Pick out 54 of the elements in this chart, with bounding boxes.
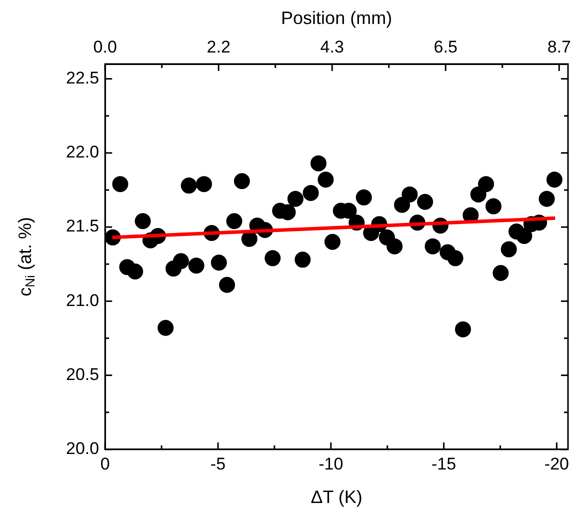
point [264, 250, 281, 266]
x-tick-label: -20 [544, 454, 569, 474]
point [417, 194, 434, 210]
point [226, 213, 242, 230]
point [500, 241, 517, 258]
y-tick-label: 22.5 [66, 68, 100, 88]
point [356, 189, 372, 206]
x-axis-title: ΔT (K) [310, 487, 362, 508]
point [188, 258, 204, 274]
point [310, 155, 326, 172]
y-axis-title: cNi (at. %) [14, 217, 38, 296]
point [447, 250, 464, 266]
y-tick-label: 21.0 [66, 290, 100, 310]
x2-tick-label: 2.2 [206, 37, 230, 56]
point [134, 213, 151, 230]
x2-tick-label: 0.0 [93, 37, 117, 56]
point [492, 265, 509, 282]
point [324, 234, 340, 250]
point [302, 184, 319, 201]
point [546, 172, 562, 188]
point [538, 190, 555, 207]
point [402, 186, 418, 202]
y-tick-label: 20.0 [66, 439, 100, 458]
x2-tick-label: 8.7 [547, 37, 571, 56]
point [196, 176, 212, 192]
x-tick-label: 0 [100, 454, 110, 474]
point [424, 238, 441, 254]
point [287, 190, 304, 207]
point [294, 252, 311, 268]
point [470, 186, 486, 202]
x-tick-label: -10 [318, 454, 344, 474]
y-tick-label: 22.0 [66, 142, 100, 162]
point [455, 321, 471, 338]
point [172, 253, 189, 270]
point [516, 228, 532, 244]
point [234, 173, 250, 190]
point [485, 198, 502, 214]
x2-axis-title: Position (mm) [281, 8, 392, 28]
point [394, 196, 410, 213]
y-tick-label: 21.5 [66, 216, 100, 236]
x-tick-label: -15 [432, 454, 456, 474]
point [386, 238, 403, 254]
point [478, 176, 494, 192]
point [112, 176, 128, 192]
point [219, 276, 236, 293]
point [210, 254, 227, 271]
x2-tick-label: 6.5 [434, 37, 458, 56]
y-tick-label: 20.5 [66, 364, 100, 384]
point [127, 264, 144, 280]
point [318, 172, 334, 188]
x-tick-label: -5 [210, 454, 226, 474]
point [158, 320, 174, 336]
x2-tick-label: 4.3 [320, 37, 344, 56]
point [180, 178, 197, 194]
